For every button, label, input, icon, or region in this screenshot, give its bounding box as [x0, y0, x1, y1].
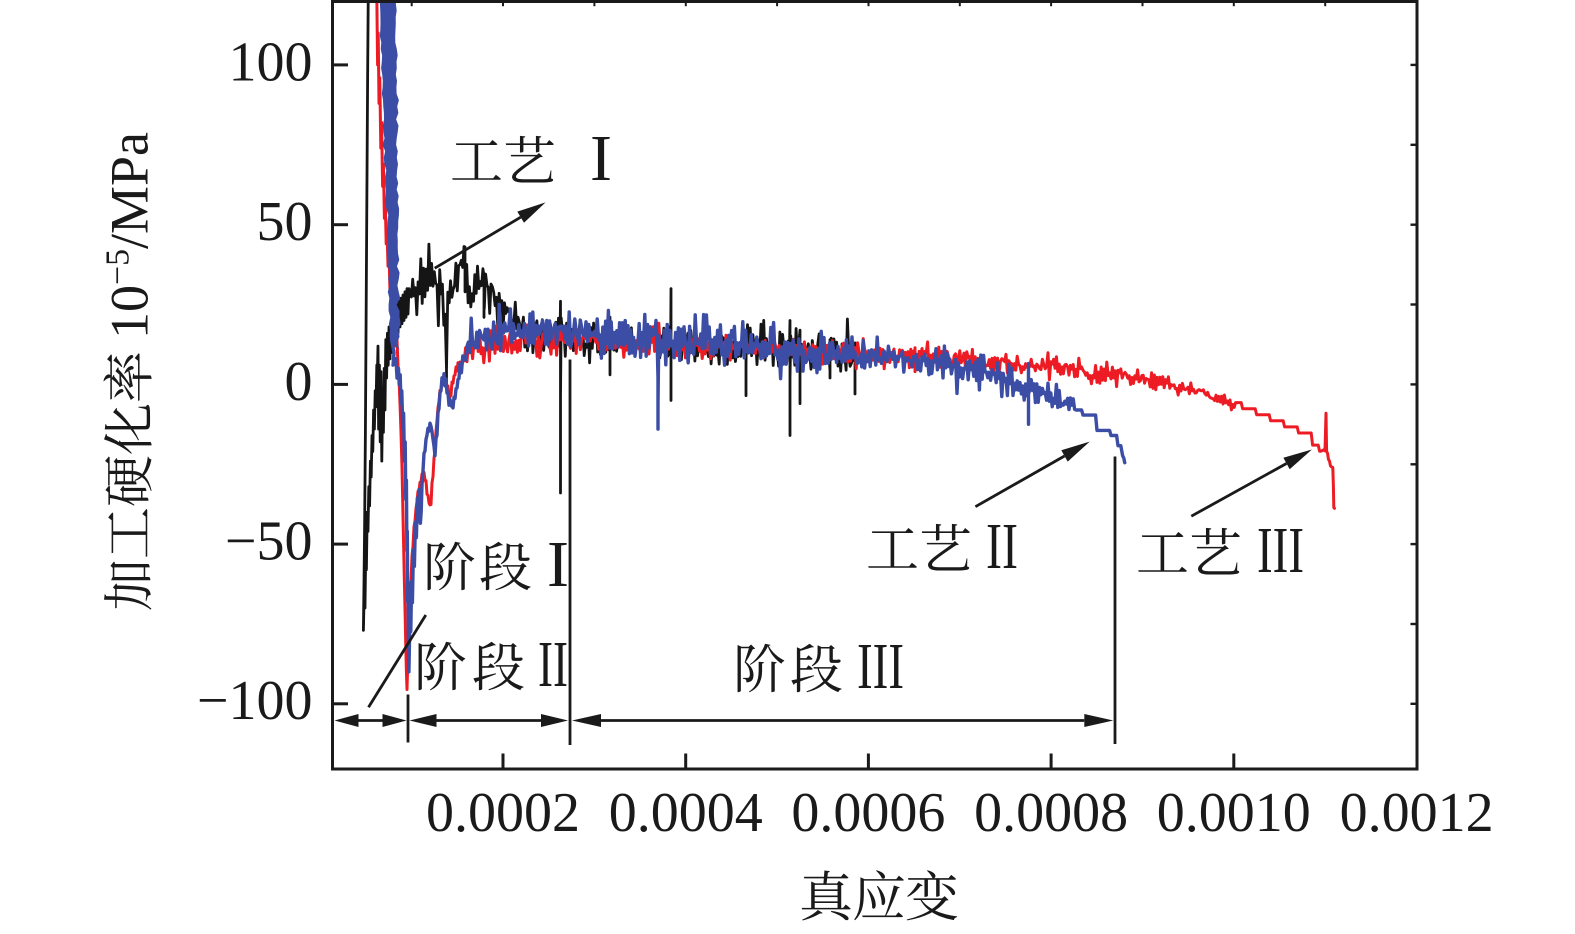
svg-text:I: I: [590, 122, 612, 195]
svg-text:0.0004: 0.0004: [609, 782, 763, 844]
svg-text:−50: −50: [225, 511, 313, 573]
svg-text:0.0010: 0.0010: [1157, 782, 1311, 844]
svg-text:0.0002: 0.0002: [426, 782, 580, 844]
svg-text:0.0012: 0.0012: [1340, 782, 1494, 844]
svg-text:50: 50: [257, 191, 313, 253]
svg-text:0.0008: 0.0008: [974, 782, 1128, 844]
svg-text:−100: −100: [197, 670, 313, 732]
svg-text:II: II: [538, 628, 568, 701]
svg-text:II: II: [986, 510, 1018, 583]
svg-text:0.0006: 0.0006: [791, 782, 945, 844]
svg-text:10: 10: [100, 285, 160, 339]
svg-text:−5: −5: [100, 249, 137, 285]
svg-text:III: III: [857, 630, 904, 703]
svg-text:I: I: [547, 528, 569, 601]
svg-text:/MPa: /MPa: [100, 132, 160, 249]
svg-text:III: III: [1257, 514, 1304, 587]
svg-text:100: 100: [229, 31, 313, 93]
svg-text:0: 0: [285, 351, 313, 413]
